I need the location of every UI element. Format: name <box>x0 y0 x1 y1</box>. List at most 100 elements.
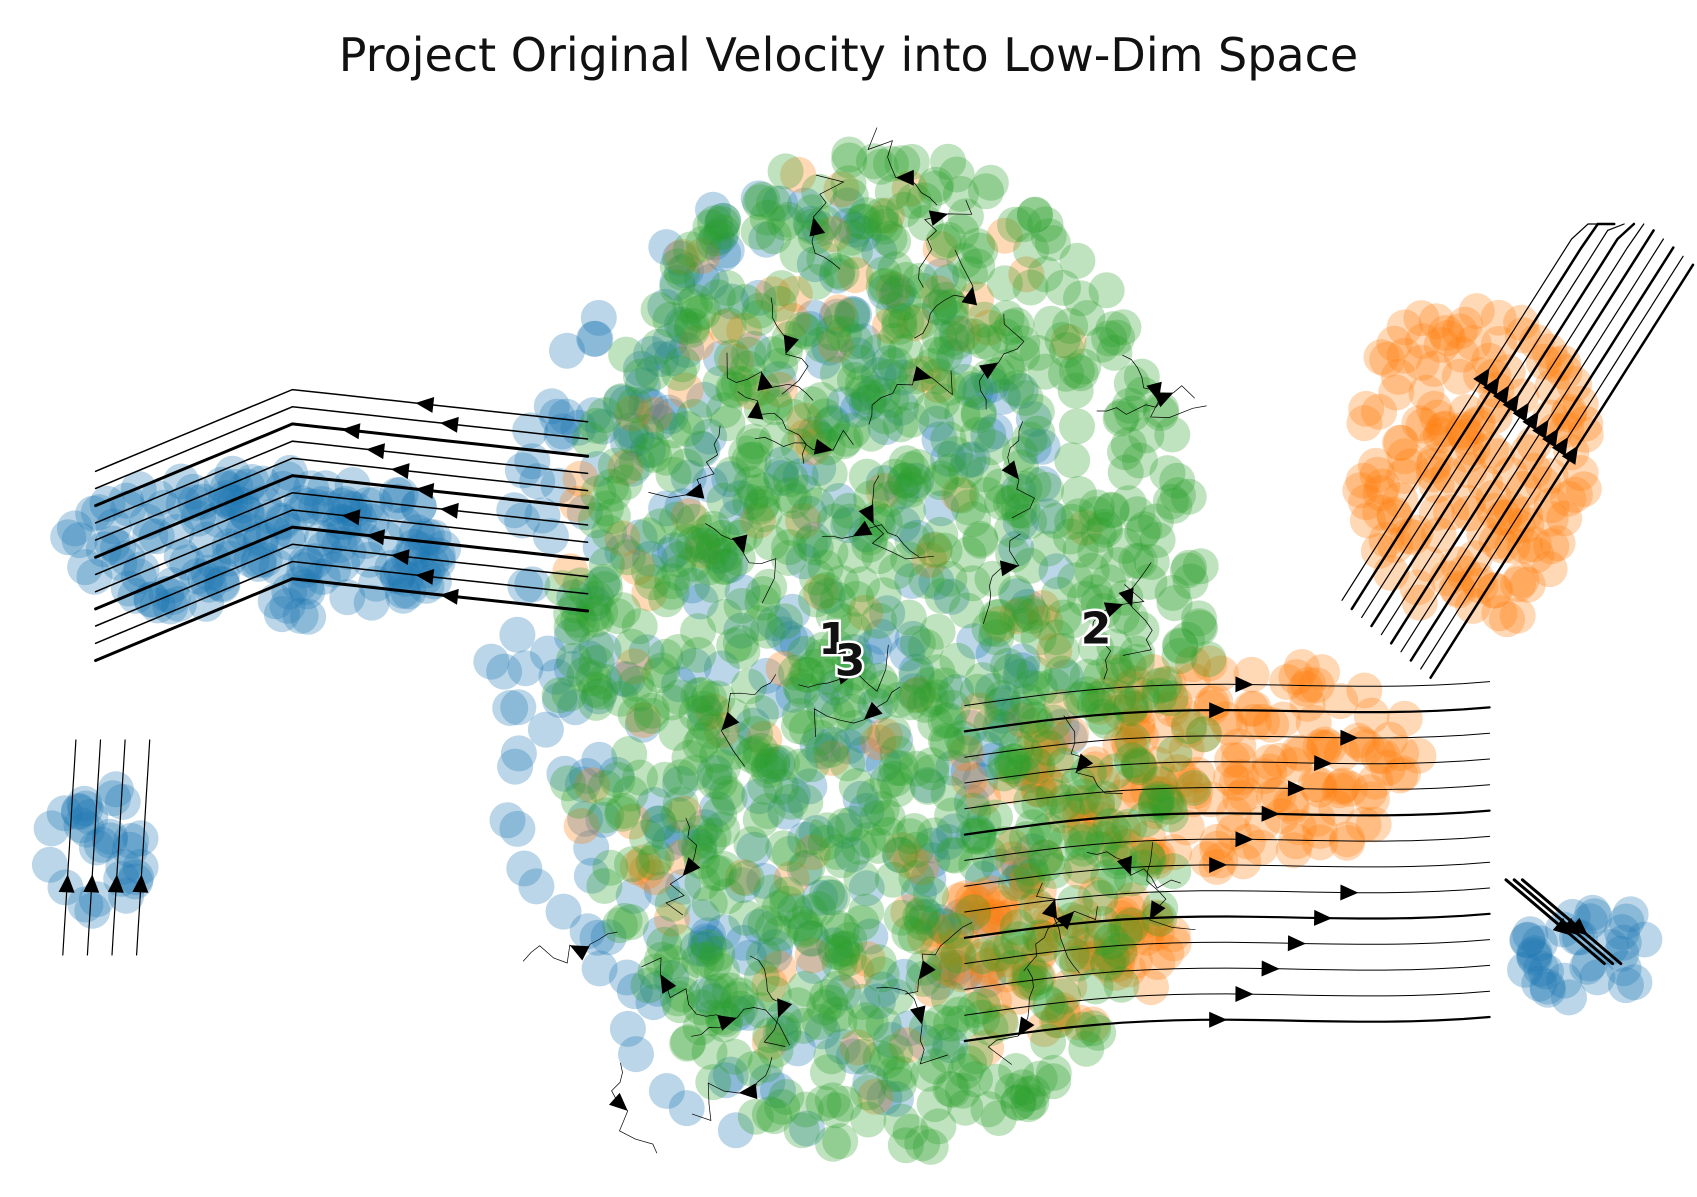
point-cluster-3 <box>983 687 1020 724</box>
point-cluster-1 <box>742 908 779 945</box>
point-cluster-2 <box>966 975 1002 1012</box>
point-cluster-1 <box>283 494 319 531</box>
point-cluster-2 <box>1359 456 1396 493</box>
point-cluster-1 <box>796 299 833 336</box>
point-cluster-3 <box>1029 984 1066 1021</box>
point-cluster-1 <box>67 549 104 586</box>
point-cluster-3 <box>819 581 856 618</box>
point-cluster-3 <box>1087 511 1124 548</box>
point-cluster-1 <box>631 540 668 577</box>
point-cluster-3 <box>848 458 885 495</box>
point-cluster-3 <box>1162 628 1199 665</box>
point-cluster-2 <box>1024 590 1061 626</box>
point-cluster-2 <box>1071 934 1108 971</box>
point-cluster-1 <box>605 660 642 697</box>
point-cluster-1 <box>787 821 824 858</box>
point-cluster-3 <box>882 750 919 787</box>
point-cluster-2 <box>1168 731 1205 768</box>
point-cluster-3 <box>1021 1060 1058 1097</box>
point-cluster-3 <box>1093 491 1130 528</box>
point-cluster-3 <box>840 654 877 691</box>
point-cluster-3 <box>767 204 804 241</box>
point-cluster-3 <box>934 689 971 726</box>
point-cluster-2 <box>1415 351 1452 387</box>
point-cluster-2 <box>1105 811 1142 848</box>
point-cluster-2 <box>1455 325 1492 362</box>
point-cluster-1 <box>83 826 120 863</box>
point-cluster-3 <box>633 692 670 729</box>
point-cluster-3 <box>705 203 742 239</box>
point-cluster-3 <box>1080 1014 1117 1051</box>
point-cluster-1 <box>999 578 1036 615</box>
streamline <box>749 955 786 1047</box>
point-cluster-2 <box>667 372 704 409</box>
point-cluster-3 <box>809 812 846 849</box>
streamline-arrowhead <box>685 483 705 499</box>
point-cluster-1 <box>777 893 814 930</box>
point-cluster-3 <box>588 546 625 583</box>
point-cluster-2 <box>1283 649 1320 685</box>
point-cluster-3 <box>916 531 953 568</box>
point-cluster-2 <box>1302 824 1339 861</box>
point-cluster-2 <box>1331 770 1368 807</box>
point-cluster-2 <box>1382 482 1419 519</box>
point-cluster-3 <box>1054 503 1091 540</box>
streamline <box>1341 223 1605 601</box>
point-cluster-3 <box>705 548 742 585</box>
point-cluster-3 <box>732 484 769 520</box>
streamline-arrowhead <box>1542 428 1559 448</box>
point-cluster-3 <box>716 372 753 409</box>
point-cluster-1 <box>321 527 358 563</box>
streamline-arrowhead <box>1103 602 1124 618</box>
point-cluster-3 <box>997 865 1034 902</box>
point-cluster-1 <box>682 583 719 620</box>
point-cluster-3 <box>1139 781 1176 818</box>
point-cluster-1 <box>923 258 960 295</box>
point-cluster-2 <box>931 913 968 950</box>
point-cluster-3 <box>1030 1023 1067 1060</box>
point-cluster-3 <box>965 456 1002 493</box>
point-cluster-3 <box>1007 380 1044 416</box>
point-cluster-3 <box>973 706 1010 743</box>
streamline <box>868 475 934 560</box>
point-cluster-3 <box>906 686 943 723</box>
point-cluster-3 <box>954 318 991 355</box>
point-cluster-1 <box>1605 924 1642 961</box>
point-cluster-3 <box>764 745 800 781</box>
point-cluster-2 <box>884 832 921 868</box>
point-cluster-1 <box>803 681 840 718</box>
point-cluster-3 <box>806 989 843 1026</box>
point-cluster-3 <box>677 824 714 861</box>
point-cluster-3 <box>729 350 766 387</box>
point-cluster-2 <box>562 460 599 497</box>
point-cluster-3 <box>1077 533 1114 570</box>
point-cluster-3 <box>970 836 1007 873</box>
points-layer <box>31 136 1663 1165</box>
point-cluster-1 <box>296 543 333 580</box>
point-cluster-2 <box>922 231 959 268</box>
point-cluster-3 <box>798 487 835 524</box>
point-cluster-2 <box>1102 726 1139 763</box>
point-cluster-2 <box>1382 424 1419 461</box>
point-cluster-1 <box>656 532 693 569</box>
point-cluster-2 <box>1475 479 1512 516</box>
point-cluster-3 <box>677 283 714 320</box>
point-cluster-3 <box>561 782 597 819</box>
streamline-arrowhead <box>1041 899 1058 919</box>
point-cluster-3 <box>940 937 977 974</box>
point-cluster-1 <box>148 576 185 612</box>
point-cluster-2 <box>1389 518 1426 554</box>
point-cluster-3 <box>707 548 744 585</box>
point-cluster-3 <box>959 673 996 710</box>
point-cluster-3 <box>669 410 706 447</box>
point-cluster-2 <box>684 532 721 569</box>
point-cluster-3 <box>824 842 860 879</box>
point-cluster-1 <box>341 501 378 538</box>
point-cluster-1 <box>884 359 921 396</box>
point-cluster-3 <box>1076 574 1113 611</box>
point-cluster-3 <box>985 755 1022 792</box>
point-cluster-3 <box>658 714 695 751</box>
point-cluster-3 <box>744 485 781 522</box>
point-cluster-3 <box>735 441 772 478</box>
